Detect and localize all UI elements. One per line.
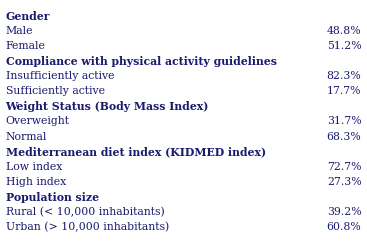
- Text: 27.3%: 27.3%: [327, 177, 361, 187]
- Text: Urban (> 10,000 inhabitants): Urban (> 10,000 inhabitants): [6, 222, 169, 232]
- Text: Population size: Population size: [6, 192, 99, 203]
- Text: Mediterranean diet index (KIDMED index): Mediterranean diet index (KIDMED index): [6, 147, 266, 158]
- Text: Insufficiently active: Insufficiently active: [6, 71, 114, 81]
- Text: Compliance with physical activity guidelines: Compliance with physical activity guidel…: [6, 56, 276, 67]
- Text: Gender: Gender: [6, 11, 50, 22]
- Text: 72.7%: 72.7%: [327, 162, 361, 172]
- Text: 31.7%: 31.7%: [327, 117, 361, 126]
- Text: High index: High index: [6, 177, 66, 187]
- Text: 60.8%: 60.8%: [327, 222, 361, 232]
- Text: Rural (< 10,000 inhabitants): Rural (< 10,000 inhabitants): [6, 207, 164, 217]
- Text: Male: Male: [6, 26, 33, 36]
- Text: Sufficiently active: Sufficiently active: [6, 86, 105, 96]
- Text: Weight Status (Body Mass Index): Weight Status (Body Mass Index): [6, 101, 209, 112]
- Text: Overweight: Overweight: [6, 117, 69, 126]
- Text: 17.7%: 17.7%: [327, 86, 361, 96]
- Text: 68.3%: 68.3%: [327, 132, 361, 142]
- Text: 82.3%: 82.3%: [327, 71, 361, 81]
- Text: 48.8%: 48.8%: [327, 26, 361, 36]
- Text: Low index: Low index: [6, 162, 62, 172]
- Text: Female: Female: [6, 41, 46, 51]
- Text: 51.2%: 51.2%: [327, 41, 361, 51]
- Text: Normal: Normal: [6, 132, 47, 142]
- Text: 39.2%: 39.2%: [327, 207, 361, 217]
